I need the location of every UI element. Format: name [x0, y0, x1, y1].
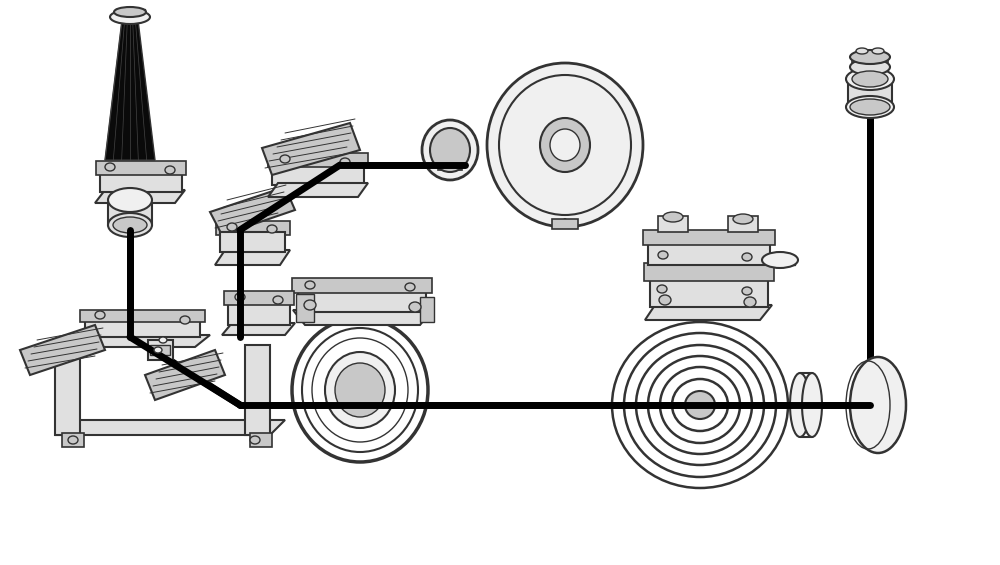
Bar	[298, 290, 426, 312]
Polygon shape	[215, 250, 290, 265]
Bar	[268, 153, 368, 167]
Ellipse shape	[180, 316, 190, 324]
Polygon shape	[645, 305, 772, 320]
Ellipse shape	[733, 214, 753, 224]
Ellipse shape	[335, 363, 385, 417]
Ellipse shape	[872, 48, 884, 54]
Polygon shape	[245, 345, 270, 435]
Ellipse shape	[114, 7, 146, 17]
Ellipse shape	[235, 293, 245, 301]
Ellipse shape	[430, 128, 470, 172]
Ellipse shape	[273, 296, 283, 304]
Ellipse shape	[659, 295, 671, 305]
Ellipse shape	[304, 300, 316, 310]
Bar	[250, 433, 272, 447]
Ellipse shape	[850, 50, 890, 64]
Ellipse shape	[685, 391, 715, 419]
Ellipse shape	[790, 373, 810, 437]
Ellipse shape	[487, 63, 643, 227]
Ellipse shape	[267, 225, 277, 233]
Polygon shape	[262, 123, 360, 175]
Bar	[728, 216, 758, 232]
Ellipse shape	[422, 120, 478, 180]
Ellipse shape	[657, 285, 667, 293]
Polygon shape	[105, 20, 155, 160]
Polygon shape	[95, 190, 185, 203]
Bar	[96, 161, 186, 175]
Ellipse shape	[742, 253, 752, 261]
Bar	[85, 319, 200, 337]
Ellipse shape	[856, 48, 868, 54]
Ellipse shape	[405, 283, 415, 291]
Ellipse shape	[68, 436, 78, 444]
Ellipse shape	[852, 71, 888, 87]
Ellipse shape	[846, 68, 894, 90]
Bar	[643, 230, 775, 245]
Bar	[228, 303, 290, 325]
Bar	[552, 219, 578, 229]
Polygon shape	[20, 325, 105, 375]
Ellipse shape	[280, 155, 290, 163]
Ellipse shape	[846, 96, 894, 118]
Polygon shape	[55, 340, 80, 435]
Bar	[220, 232, 285, 252]
Bar	[292, 278, 432, 293]
Ellipse shape	[340, 158, 350, 166]
Ellipse shape	[850, 99, 890, 115]
Bar	[650, 279, 768, 307]
Ellipse shape	[850, 59, 890, 75]
Ellipse shape	[550, 129, 580, 161]
Ellipse shape	[305, 281, 315, 289]
Polygon shape	[222, 323, 295, 335]
Ellipse shape	[540, 118, 590, 172]
Polygon shape	[55, 420, 285, 435]
Bar	[108, 200, 152, 225]
Bar	[150, 345, 170, 355]
Ellipse shape	[762, 252, 798, 268]
Ellipse shape	[105, 163, 115, 171]
Ellipse shape	[744, 297, 756, 307]
Bar	[848, 79, 892, 107]
Ellipse shape	[95, 311, 105, 319]
Ellipse shape	[663, 212, 683, 222]
Polygon shape	[268, 183, 368, 197]
Ellipse shape	[658, 251, 668, 259]
Ellipse shape	[113, 217, 147, 233]
Bar	[115, 9, 145, 17]
Bar	[296, 294, 314, 322]
Ellipse shape	[409, 302, 421, 312]
Ellipse shape	[742, 287, 752, 295]
Bar	[80, 310, 205, 322]
Polygon shape	[293, 310, 432, 325]
Bar	[420, 297, 434, 322]
Bar	[224, 291, 294, 305]
Ellipse shape	[108, 188, 152, 212]
Ellipse shape	[159, 337, 167, 343]
Bar	[272, 163, 364, 185]
Bar	[775, 255, 795, 265]
Ellipse shape	[108, 213, 152, 237]
Ellipse shape	[227, 223, 237, 231]
Ellipse shape	[850, 357, 906, 453]
Bar	[148, 340, 173, 360]
Ellipse shape	[325, 352, 395, 428]
Ellipse shape	[110, 10, 150, 24]
Bar	[852, 57, 888, 67]
Polygon shape	[145, 350, 225, 400]
Bar	[648, 243, 770, 265]
Bar	[100, 172, 182, 192]
Ellipse shape	[250, 436, 260, 444]
Bar	[62, 433, 84, 447]
Bar	[658, 216, 688, 232]
Ellipse shape	[802, 373, 822, 437]
Bar	[216, 221, 290, 235]
Bar	[438, 162, 462, 170]
Ellipse shape	[165, 166, 175, 174]
Polygon shape	[75, 335, 210, 347]
Polygon shape	[210, 187, 295, 235]
Ellipse shape	[154, 347, 162, 353]
Bar	[644, 263, 774, 281]
